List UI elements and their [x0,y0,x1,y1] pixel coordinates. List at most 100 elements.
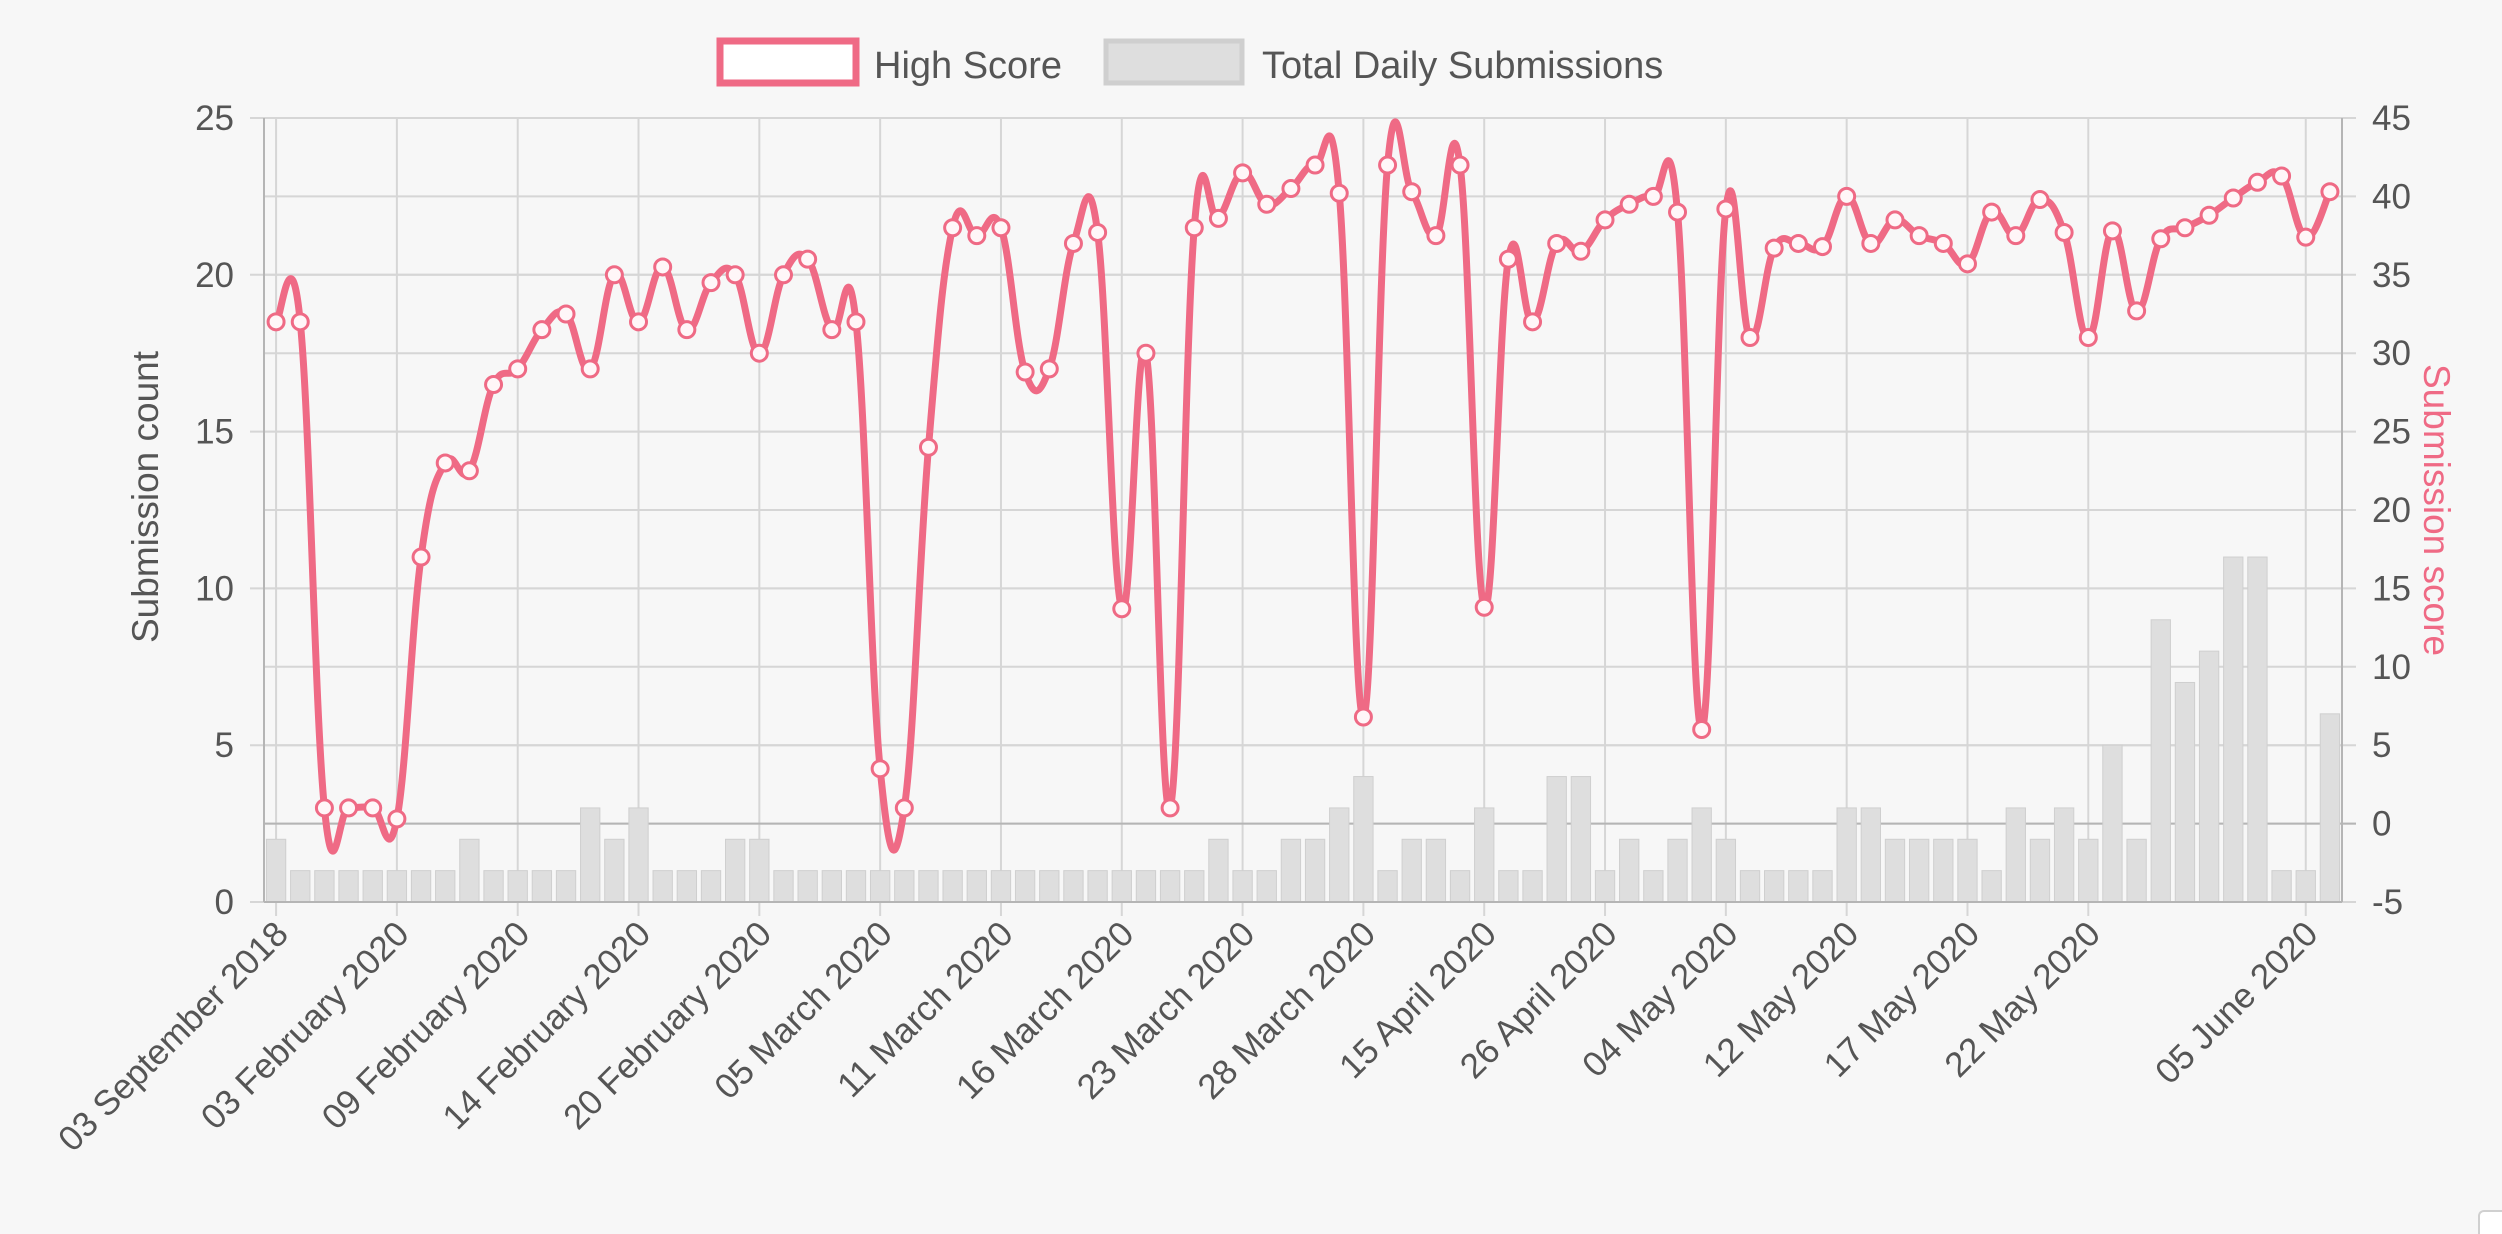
legend: High Score Total Daily Submissions [716,37,1663,87]
y-right-tick-label: 0 [2372,805,2391,844]
submission-bar [2198,650,2220,903]
high-score-point [1571,241,1591,261]
submission-bar [2271,870,2292,903]
y-left-tick-label: 20 [195,256,234,295]
submission-bar [338,870,359,903]
submission-bar [1908,838,1930,903]
y-right-tick-label: 35 [2372,256,2411,295]
y-left-tick-label: 10 [195,569,234,608]
submission-bar [1474,807,1495,903]
high-score-point [1450,155,1470,175]
high-score-point [1112,599,1132,619]
submission-bar [676,870,698,903]
submission-bar [1256,870,1277,903]
submission-bar [1039,870,1060,903]
high-score-point [459,461,479,481]
submission-bar [1788,870,1809,903]
submission-bar [2247,556,2268,903]
high-score-point [339,798,359,818]
high-score-point [363,798,383,818]
submission-bar [580,807,601,903]
high-score-point [1281,179,1301,199]
submission-bar [314,870,335,903]
submission-bar [2150,619,2171,903]
submission-bar [1691,807,1712,903]
submission-bar [2078,838,2099,903]
submission-bar [1884,838,1906,903]
submission-bar [1304,838,1326,903]
high-score-point [2127,301,2147,321]
high-score-point [266,312,286,332]
high-score-point [725,265,745,285]
submission-bar [1401,838,1422,903]
high-score-point [1595,210,1615,230]
submission-bar [1836,807,1857,903]
high-score-point [2151,229,2171,249]
resize-handle[interactable] [2478,1210,2502,1234]
submission-bar [1981,870,2002,903]
x-tick-label: 03 September 2018 [51,914,296,1159]
legend-label-high-score[interactable]: High Score [874,45,1062,87]
submission-bar [1546,776,1567,903]
high-score-point [653,257,673,277]
submission-bar [2295,870,2316,903]
high-score-point [387,809,407,829]
legend-swatch-total-daily-submissions[interactable] [1103,38,1245,86]
submission-bar [1063,870,1084,903]
submission-bar [1594,870,1616,903]
submission-bar [2126,838,2147,903]
high-score-point [1643,186,1663,206]
high-score-point [967,226,987,246]
submission-bar [1739,870,1761,903]
x-tick-label: 03 February 2020 [194,914,417,1137]
submission-bar [1014,870,1036,903]
x-tick-label: 20 February 2020 [556,914,779,1137]
submission-bar [628,807,649,903]
high-score-point [314,798,334,818]
submission-bar [1377,870,1398,903]
high-score-point [1063,233,1083,253]
high-score-point [1184,218,1204,238]
high-score-point [1498,249,1518,269]
high-score-point [2199,205,2219,225]
high-score-point [1329,183,1349,203]
submission-bar [821,870,842,903]
high-score-point [1136,343,1156,363]
submission-bar [531,870,553,903]
y-left-tick-label: 25 [195,99,234,138]
high-score-point [701,273,721,293]
high-score-point [1039,359,1059,379]
x-tick-label: 05 June 2020 [2148,914,2326,1092]
submission-bar [604,838,625,903]
y-right-tick-label: 15 [2372,569,2411,608]
submission-bar [2319,713,2341,903]
submission-bar [386,870,408,903]
high-score-point [1885,210,1905,230]
high-score-point [1547,233,1567,253]
label-layer: 0 5 10 15 20 25 -5 0 5 10 15 20 25 30 35 40 45 03 Septemb… [51,99,2411,1159]
high-score-point [2006,226,2026,246]
high-score-point [1716,199,1736,219]
submission-bar [1522,870,1543,903]
legend-label-total-daily-submissions[interactable]: Total Daily Submissions [1262,45,1663,87]
submission-bar [2053,807,2075,903]
high-score-point [2054,222,2074,242]
submission-bar [1498,870,1519,903]
legend-swatch-high-score[interactable] [716,37,860,87]
submission-bar [483,870,504,903]
high-score-point [1160,798,1180,818]
high-score-point [1619,194,1639,214]
submission-bar [507,870,528,903]
submission-bar [2174,681,2196,903]
submission-bar [410,870,432,903]
submission-bar [942,870,963,903]
high-score-point [846,312,866,332]
submission-bar [845,870,867,903]
high-score-point [580,359,600,379]
submission-bar [749,838,770,903]
high-score-point [1474,597,1494,617]
high-score-point [1668,202,1688,222]
submission-bar [2102,744,2123,903]
submission-bar [1111,870,1132,903]
high-score-point [1982,202,2002,222]
